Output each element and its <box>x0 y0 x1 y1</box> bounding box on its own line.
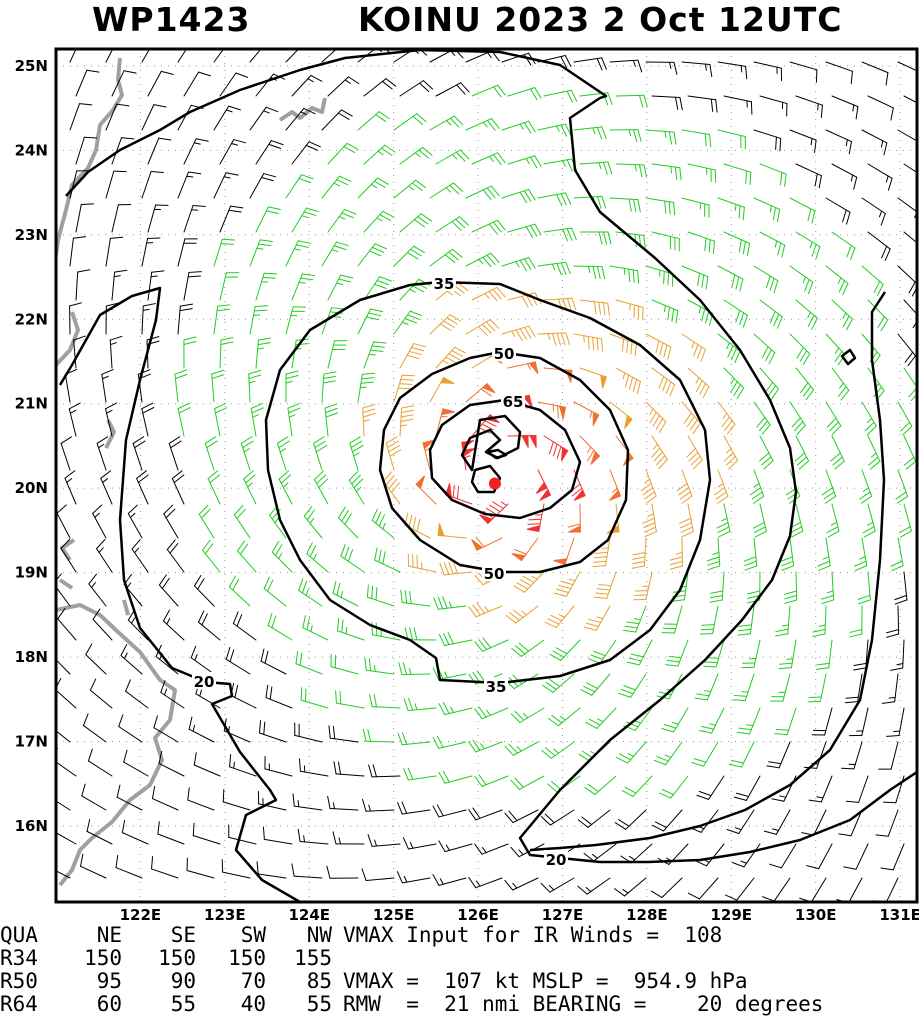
storm-center-dot <box>489 478 501 490</box>
wind-radii-table: QUA NE SE SW NW VMAX Input for IR Winds = 108… <box>0 922 919 1014</box>
table-header-row: QUA NE SE SW NW VMAX Input for IR Winds = 108 <box>0 924 919 947</box>
table-row-r64-cell: 55 <box>171 993 196 1016</box>
table-row-r64-info: RMW = 21 nmi BEARING = 20 degrees <box>343 993 823 1016</box>
lat-tick-label: 23N <box>15 226 48 244</box>
lat-tick-label: 24N <box>15 141 48 159</box>
table-row-r50-cell: 85 <box>307 970 332 993</box>
table-row-r64-cell: 60 <box>97 993 122 1016</box>
table-row-r34: R34 150 150 150 155 <box>0 947 919 970</box>
lat-tick-label: 20N <box>15 479 48 497</box>
table-row-r64: R64 60 55 40 55 RMW = 21 nmi BEARING = 20 deg… <box>0 993 919 1016</box>
contour-label: 20 <box>194 673 215 691</box>
lat-tick-label: 22N <box>15 310 48 328</box>
lon-tick-label: 131E <box>879 906 919 922</box>
lat-tick-label: 19N <box>15 564 48 582</box>
table-row-r64-cell: R64 <box>0 993 38 1016</box>
lon-tick-label: 122E <box>120 906 162 922</box>
table-header-row-cell: NE <box>97 924 122 947</box>
lon-tick-label: 124E <box>288 906 330 922</box>
table-row-r64-cell: 40 <box>241 993 266 1016</box>
lat-tick-label: 16N <box>15 817 48 835</box>
lat-tick-label: 21N <box>15 395 48 413</box>
table-row-r50-cell: 95 <box>97 970 122 993</box>
contour-label: 50 <box>494 345 515 363</box>
table-row-r64-cell: 55 <box>307 993 332 1016</box>
table-row-r50: R50 95 90 70 85 VMAX = 107 kt MSLP = 954.9 hP… <box>0 970 919 993</box>
table-row-r34-cell: 150 <box>228 947 266 970</box>
lon-tick-label: 127E <box>542 906 584 922</box>
table-header-row-cell: QUA <box>0 924 38 947</box>
lon-tick-label: 125E <box>373 906 415 922</box>
table-header-row-info: VMAX Input for IR Winds = 108 <box>343 924 722 947</box>
lon-tick-label: 130E <box>795 906 837 922</box>
table-row-r50-info: VMAX = 107 kt MSLP = 954.9 hPa <box>343 970 748 993</box>
lon-tick-label: 126E <box>457 906 499 922</box>
table-row-r50-cell: 90 <box>171 970 196 993</box>
table-row-r34-cell: 155 <box>294 947 332 970</box>
lat-tick-label: 17N <box>15 733 48 751</box>
table-row-r50-cell: 70 <box>241 970 266 993</box>
wind-field-map: 35 50 65 50 35 20 20 25N 24N 23N 22N 21N 20N 19N 18N 1… <box>0 0 919 922</box>
table-header-row-cell: NW <box>307 924 332 947</box>
contour-label: 20 <box>546 851 567 869</box>
map-background <box>56 49 917 902</box>
table-header-row-cell: SE <box>171 924 196 947</box>
contour-label: 35 <box>434 275 455 293</box>
lon-tick-label: 129E <box>711 906 753 922</box>
table-header-row-cell: SW <box>241 924 266 947</box>
lon-tick-label: 128E <box>626 906 668 922</box>
table-row-r34-cell: 150 <box>158 947 196 970</box>
storm-center-marker <box>489 478 501 490</box>
table-row-r34-cell: R34 <box>0 947 38 970</box>
contour-label: 50 <box>484 565 505 583</box>
lon-tick-label: 123E <box>204 906 246 922</box>
lat-tick-label: 18N <box>15 648 48 666</box>
table-row-r34-cell: 150 <box>84 947 122 970</box>
lat-tick-label: 25N <box>15 57 48 75</box>
contour-label: 35 <box>486 678 507 696</box>
table-row-r50-cell: R50 <box>0 970 38 993</box>
contour-label: 65 <box>503 393 524 411</box>
